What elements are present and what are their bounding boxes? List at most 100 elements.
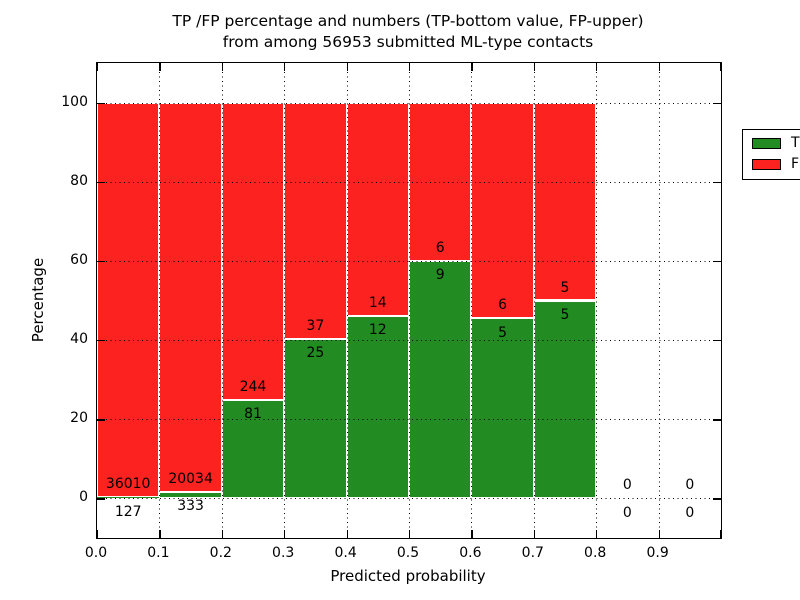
- fp-count-label: 0: [622, 477, 632, 494]
- tp-count-label: 81: [244, 406, 262, 423]
- tp-bar-segment: [284, 338, 347, 499]
- vertical-gridline: [596, 63, 598, 538]
- y-tick-label: 20: [70, 410, 88, 427]
- fp-count-label: 244: [239, 378, 267, 395]
- vertical-gridline: [221, 63, 223, 538]
- tp-count-label: 0: [685, 504, 695, 521]
- fp-bar-segment: [221, 102, 285, 400]
- legend-item-label: TP: [791, 135, 800, 151]
- y-axis-right-tick: [713, 340, 721, 342]
- y-axis-tick: [97, 102, 105, 104]
- fp-count-label: 14: [368, 294, 387, 311]
- tp-count-label: 127: [114, 503, 142, 520]
- x-axis-tick: [471, 530, 473, 538]
- y-axis-tick: [97, 340, 105, 342]
- fp-bar-segment: [346, 102, 409, 316]
- legend: TP FP: [742, 129, 800, 180]
- x-axis-tick: [221, 530, 224, 538]
- x-axis-top-tick: [471, 63, 473, 71]
- y-axis-tick: [97, 498, 105, 500]
- x-axis-tick: [533, 530, 536, 538]
- y-axis-right-tick: [713, 419, 721, 421]
- x-axis-top-tick: [533, 63, 536, 71]
- tp-count-label: 5: [560, 307, 570, 323]
- fp-count-label: 37: [306, 317, 325, 334]
- x-axis-top-tick: [221, 63, 224, 71]
- x-axis-tick: [159, 530, 161, 538]
- x-axis-tick: [596, 530, 598, 538]
- plot-canvas: 36010 127 20034 333 244 81 37 25 14 12 6 9 6 5 5 5 0 0 0 0: [97, 63, 721, 538]
- tp-bar-segment: [409, 260, 472, 499]
- vertical-gridline: [533, 63, 535, 538]
- x-axis-top-tick: [719, 63, 721, 71]
- vertical-gridline: [159, 63, 161, 538]
- x-tick-label: 0.5: [396, 545, 420, 561]
- tp-count-label: 333: [177, 498, 204, 515]
- vertical-gridline: [284, 63, 286, 538]
- x-axis-top-tick: [159, 63, 161, 71]
- fp-bar-segment: [159, 102, 222, 492]
- x-tick-label: 0.1: [147, 545, 170, 561]
- chart-title-line-1: TP /FP percentage and numbers (TP-bottom…: [172, 12, 644, 30]
- x-tick-label: 0.2: [209, 545, 232, 561]
- vertical-gridline: [346, 63, 348, 538]
- x-axis-label: Predicted probability: [330, 567, 486, 585]
- fp-count-label: 6: [435, 239, 445, 256]
- x-axis-top-tick: [97, 63, 99, 71]
- x-axis-top-tick: [284, 63, 286, 71]
- fp-count-label: 36010: [105, 476, 151, 493]
- x-axis-top-tick: [658, 63, 660, 71]
- x-axis-tick: [97, 530, 99, 538]
- fp-bar-segment: [533, 102, 597, 301]
- x-axis-tick: [284, 530, 286, 538]
- vertical-gridline: [658, 63, 660, 538]
- y-axis-tick: [97, 419, 105, 421]
- y-axis-right-tick: [713, 260, 721, 263]
- legend-item-label: FP: [791, 156, 800, 172]
- fp-legend-swatch: [752, 159, 781, 170]
- chart-title-line-2: from among 56953 submitted ML-type conta…: [222, 33, 594, 51]
- legend-item: TP: [752, 136, 800, 151]
- y-axis-right-tick: [713, 102, 721, 104]
- fp-bar-segment: [97, 102, 160, 498]
- y-axis-right-tick: [713, 498, 721, 500]
- x-axis-tick: [658, 530, 660, 538]
- y-axis-right-tick: [713, 181, 721, 184]
- x-tick-label: 0.6: [459, 545, 482, 561]
- y-tick-label: 60: [70, 251, 88, 268]
- vertical-gridline: [409, 63, 410, 538]
- y-axis-tick: [97, 181, 105, 184]
- tp-bar-segment: [221, 399, 285, 499]
- y-axis-tick: [97, 260, 105, 263]
- vertical-gridline: [471, 63, 473, 538]
- legend-item: FP: [752, 157, 800, 172]
- x-tick-label: 0.8: [584, 545, 607, 561]
- fp-count-label: 5: [560, 279, 570, 296]
- x-axis-top-tick: [596, 63, 598, 71]
- tp-bar-segment: [471, 318, 534, 499]
- y-tick-label: 0: [79, 489, 88, 506]
- x-axis-tick: [719, 530, 721, 538]
- fp-count-label: 6: [498, 297, 508, 314]
- tp-count-label: 9: [435, 267, 445, 284]
- y-tick-label: 80: [70, 172, 88, 189]
- x-axis-tick: [409, 530, 411, 538]
- tp-count-label: 25: [306, 345, 325, 362]
- x-axis-top-tick: [409, 63, 411, 71]
- tp-count-label: 5: [498, 324, 508, 341]
- tp-bar-segment: [346, 315, 409, 499]
- tp-count-label: 0: [622, 504, 632, 521]
- y-tick-label: 100: [61, 93, 88, 110]
- x-tick-label: 0.3: [272, 545, 295, 561]
- x-axis-top-tick: [346, 63, 348, 71]
- plot-area: 36010 127 20034 333 244 81 37 25 14 12 6 9 6 5 5 5 0 0 0 0 …: [96, 62, 800, 539]
- x-tick-label: 0.7: [521, 545, 544, 561]
- x-tick-label: 0.9: [646, 545, 669, 561]
- fp-bar-segment: [471, 102, 534, 319]
- tp-bar-segment: [533, 300, 597, 499]
- y-tick-label: 40: [70, 331, 88, 348]
- tp-bar-segment: [97, 497, 160, 499]
- x-axis-tick: [346, 530, 348, 538]
- fp-count-label: 20034: [168, 470, 213, 487]
